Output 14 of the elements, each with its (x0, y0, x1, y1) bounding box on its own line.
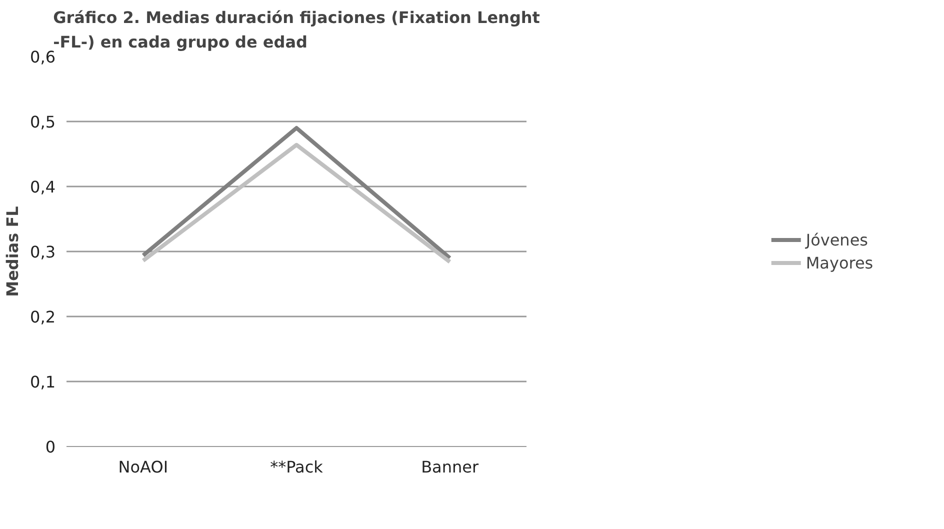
y-tick-label: 0,1 (30, 372, 56, 392)
x-tick-label: NoAOI (118, 458, 168, 476)
y-tick-label: 0,5 (30, 112, 56, 132)
legend-label: Mayores (806, 253, 874, 272)
y-tick-label: 0 (45, 438, 56, 456)
y-tick-label: 0,4 (30, 178, 56, 196)
chart-title: Gráfico 2. Medias duración fijaciones (Fixation Lenght -FL-) en cada grupo de edad (53, 8, 540, 52)
y-tick-label: 0,3 (30, 242, 56, 262)
x-tick-label: **Pack (270, 458, 324, 476)
y-tick-label: 0,6 (30, 48, 56, 66)
y-tick-label: 0,2 (30, 308, 56, 326)
y-axis-title: Medias FL (3, 206, 22, 297)
x-tick-label: Banner (421, 458, 479, 476)
legend-label: Jóvenes (806, 230, 868, 249)
